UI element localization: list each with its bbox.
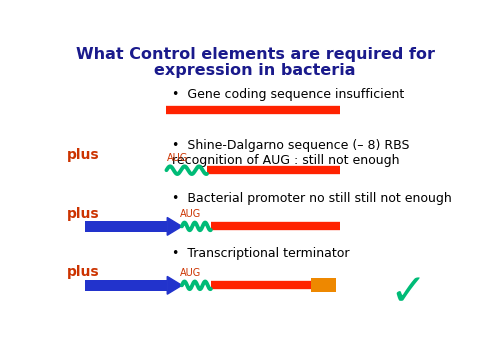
Text: plus: plus bbox=[67, 148, 100, 162]
FancyBboxPatch shape bbox=[86, 280, 167, 290]
Polygon shape bbox=[167, 276, 182, 294]
Text: AUG: AUG bbox=[180, 268, 201, 278]
Polygon shape bbox=[167, 218, 182, 235]
Text: plus: plus bbox=[67, 207, 100, 221]
Text: AUG: AUG bbox=[180, 209, 201, 219]
Text: •  Gene coding sequence insufficient: • Gene coding sequence insufficient bbox=[172, 88, 404, 101]
Text: expression in bacteria: expression in bacteria bbox=[154, 63, 356, 78]
Text: plus: plus bbox=[67, 265, 100, 279]
Text: •  Shine-Dalgarno sequence (– 8) RBS
recognition of AUG : still not enough: • Shine-Dalgarno sequence (– 8) RBS reco… bbox=[172, 139, 410, 167]
Text: AUG: AUG bbox=[167, 152, 188, 162]
Text: What Control elements are required for: What Control elements are required for bbox=[76, 47, 435, 62]
Text: ✓: ✓ bbox=[389, 271, 426, 314]
Text: •  Transcriptional terminator: • Transcriptional terminator bbox=[172, 247, 350, 260]
Text: •  Bacterial promoter no still still not enough: • Bacterial promoter no still still not … bbox=[172, 192, 452, 205]
FancyBboxPatch shape bbox=[311, 278, 336, 292]
FancyBboxPatch shape bbox=[86, 221, 167, 232]
